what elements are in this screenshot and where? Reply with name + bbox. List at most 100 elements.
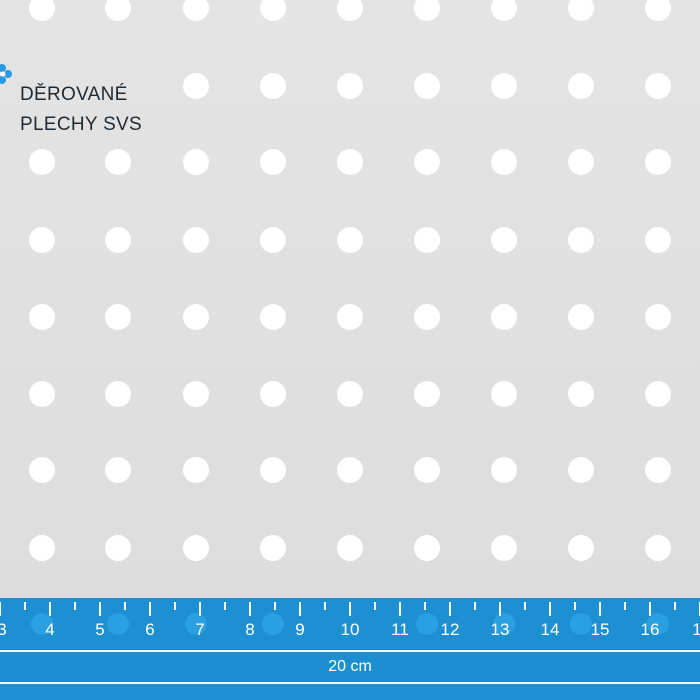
perforation-hole bbox=[260, 381, 286, 407]
perforation-hole bbox=[105, 227, 131, 253]
ruler-tick bbox=[399, 602, 401, 616]
perforation-hole bbox=[645, 0, 671, 21]
ruler-number: 15 bbox=[590, 620, 610, 639]
perforation-hole bbox=[645, 535, 671, 561]
perforation-hole bbox=[414, 304, 440, 330]
perforation-hole bbox=[183, 227, 209, 253]
ruler-tick bbox=[24, 602, 26, 610]
ruler-number: 7 bbox=[195, 620, 205, 639]
perforation-hole bbox=[260, 535, 286, 561]
perforation-hole bbox=[183, 0, 209, 21]
ruler-tick bbox=[274, 602, 276, 610]
perforation-hole bbox=[105, 457, 131, 483]
perforation-hole bbox=[568, 0, 594, 21]
ruler-bottom-strip bbox=[0, 684, 700, 700]
perforation-hole bbox=[105, 0, 131, 21]
perforation-hole bbox=[414, 0, 440, 21]
perforation-hole bbox=[645, 304, 671, 330]
perforation-hole bbox=[337, 0, 363, 21]
ruler-number: 1 bbox=[692, 620, 700, 639]
ruler-tick bbox=[449, 602, 451, 616]
perforation-hole bbox=[645, 381, 671, 407]
ruler-scale-band: 20 cm bbox=[0, 650, 700, 684]
perforation-hole bbox=[491, 535, 517, 561]
perforated-sheet bbox=[0, 0, 700, 598]
ruler-number: 12 bbox=[440, 620, 460, 639]
ruler-hole bbox=[493, 613, 515, 635]
perforation-hole bbox=[491, 304, 517, 330]
ruler-tick bbox=[74, 602, 76, 610]
ruler-hole bbox=[262, 613, 284, 635]
ruler-tick bbox=[574, 602, 576, 610]
perforation-hole bbox=[337, 457, 363, 483]
ruler-number: 5 bbox=[95, 620, 105, 639]
ruler-tick bbox=[549, 602, 551, 616]
perforation-hole bbox=[29, 227, 55, 253]
ruler-hole bbox=[107, 613, 129, 635]
perforation-hole bbox=[260, 0, 286, 21]
ruler-tick bbox=[0, 602, 1, 616]
ruler-hole bbox=[31, 613, 53, 635]
ruler-hole bbox=[647, 613, 669, 635]
ruler-number: 10 bbox=[340, 620, 360, 639]
perforation-hole bbox=[105, 149, 131, 175]
brand-logo: DĚROVANÉ PLECHY SVS bbox=[0, 60, 200, 140]
perforation-hole bbox=[337, 304, 363, 330]
perforation-hole bbox=[260, 304, 286, 330]
perforation-hole bbox=[29, 381, 55, 407]
ruler-tick bbox=[324, 602, 326, 610]
measuring-ruler: 3 4 5 6 7 8 9 10 11 12 13 14 15 16 1 20 cm bbox=[0, 598, 700, 700]
perforation-hole bbox=[491, 457, 517, 483]
perforation-hole bbox=[183, 149, 209, 175]
perforation-hole bbox=[414, 227, 440, 253]
perforation-hole bbox=[183, 535, 209, 561]
perforation-hole bbox=[337, 149, 363, 175]
ruler-tick bbox=[349, 602, 351, 616]
ruler-number: 16 bbox=[640, 620, 660, 639]
perforation-hole bbox=[568, 381, 594, 407]
perforation-hole bbox=[414, 457, 440, 483]
perforation-hole bbox=[568, 227, 594, 253]
ruler-tick bbox=[374, 602, 376, 610]
perforation-hole bbox=[105, 381, 131, 407]
ruler-tick bbox=[249, 602, 251, 616]
ruler-tick bbox=[224, 602, 226, 610]
ruler-number: 4 bbox=[45, 620, 55, 639]
perforation-hole bbox=[29, 304, 55, 330]
perforation-hole bbox=[568, 73, 594, 99]
perforation-hole bbox=[491, 73, 517, 99]
ruler-tick bbox=[49, 602, 51, 616]
perforation-hole bbox=[29, 457, 55, 483]
perforation-hole bbox=[337, 227, 363, 253]
ruler-tick bbox=[424, 602, 426, 610]
perforation-hole bbox=[491, 0, 517, 21]
perforation-hole bbox=[645, 227, 671, 253]
ruler-number: 13 bbox=[490, 620, 510, 639]
ruler-tick bbox=[124, 602, 126, 610]
ruler-hole bbox=[416, 613, 438, 635]
ruler-number: 14 bbox=[540, 620, 560, 639]
perforation-hole bbox=[414, 73, 440, 99]
ruler-tick bbox=[624, 602, 626, 610]
perforation-hole bbox=[491, 381, 517, 407]
perforation-hole bbox=[337, 535, 363, 561]
flower-logo-icon bbox=[0, 64, 12, 84]
ruler-hole bbox=[185, 613, 207, 635]
ruler-number: 9 bbox=[295, 620, 305, 639]
ruler-tick bbox=[149, 602, 151, 616]
perforation-hole bbox=[29, 0, 55, 21]
perforation-hole bbox=[568, 149, 594, 175]
ruler-tick bbox=[499, 602, 501, 616]
perforation-hole bbox=[645, 73, 671, 99]
brand-name: DĚROVANÉ PLECHY SVS bbox=[20, 80, 142, 140]
perforation-hole bbox=[568, 304, 594, 330]
perforation-hole bbox=[414, 535, 440, 561]
ruler-tick bbox=[199, 602, 201, 616]
ruler-number: 11 bbox=[391, 620, 409, 639]
perforation-hole bbox=[260, 457, 286, 483]
scale-label: 20 cm bbox=[328, 658, 372, 675]
ruler-tick bbox=[524, 602, 526, 610]
perforation-hole bbox=[568, 535, 594, 561]
perforation-hole bbox=[29, 535, 55, 561]
